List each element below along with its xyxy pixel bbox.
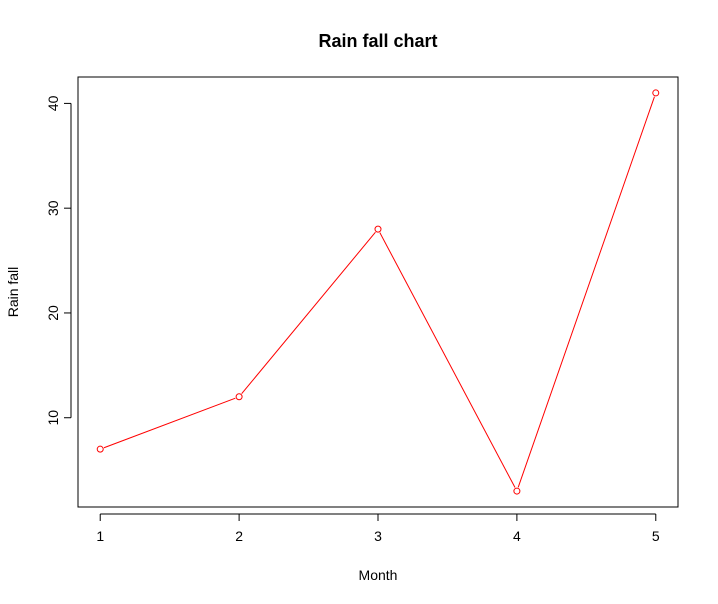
series-line-segment [379, 232, 516, 488]
x-tick-label: 3 [374, 528, 382, 544]
x-axis-label: Month [359, 567, 398, 583]
series-line-segment [241, 231, 376, 395]
x-tick-label: 4 [513, 528, 521, 544]
y-tick-label: 20 [45, 305, 61, 321]
x-axis: 1 2 3 4 5 [96, 513, 660, 544]
data-point-marker [96, 445, 104, 453]
y-tick-label: 30 [45, 200, 61, 216]
data-point-marker [652, 89, 660, 97]
plot-area-border [77, 76, 679, 508]
y-axis: 10 20 30 40 [45, 95, 72, 426]
data-point-marker [235, 393, 243, 401]
x-tick-label: 2 [235, 528, 243, 544]
y-axis-label: Rain fall [5, 267, 21, 318]
x-tick-label: 5 [652, 528, 660, 544]
y-tick-label: 10 [45, 410, 61, 426]
chart-title: Rain fall chart [318, 31, 437, 51]
series-line-group [96, 89, 660, 495]
y-tick-label: 40 [45, 95, 61, 111]
series-line-segment [517, 96, 655, 488]
series-line-segment [103, 397, 236, 449]
x-tick-label: 1 [96, 528, 104, 544]
data-point-marker [513, 487, 521, 495]
data-point-marker [374, 225, 382, 233]
